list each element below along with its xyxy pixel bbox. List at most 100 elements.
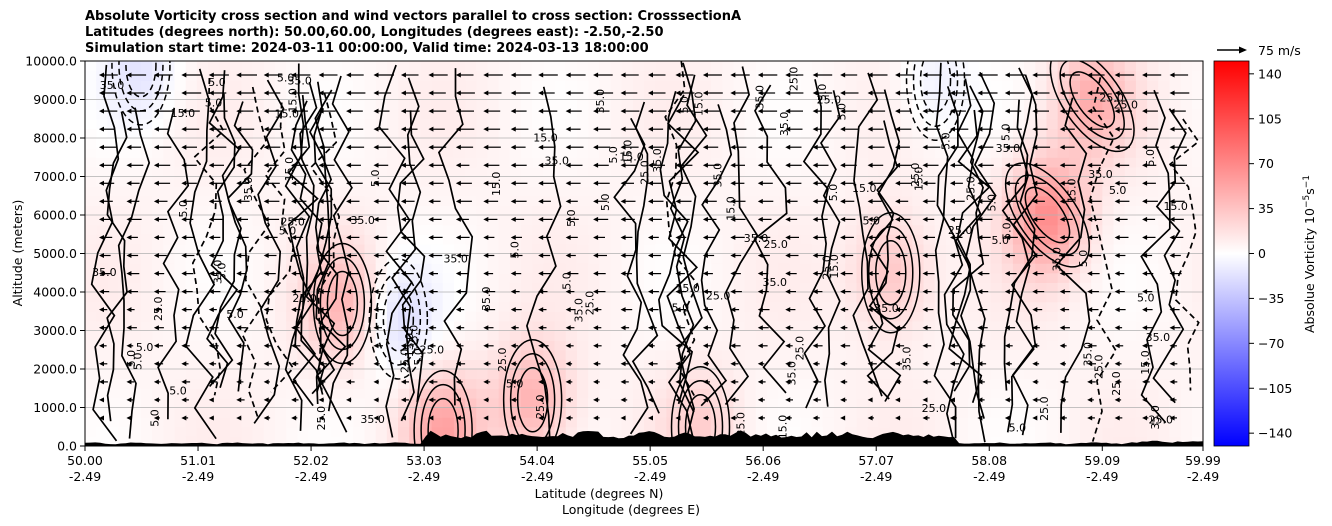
vorticity-cell (688, 99, 701, 110)
vorticity-cell (1147, 138, 1159, 149)
vorticity-cell (845, 128, 858, 139)
wind-arrow-head (538, 271, 544, 277)
vorticity-cell (1147, 243, 1159, 255)
vorticity-cell (420, 118, 433, 129)
vorticity-cell (1135, 99, 1148, 110)
vorticity-cell (275, 205, 287, 216)
vorticity-cell (912, 186, 925, 197)
contour-label: 25.0 (420, 343, 445, 356)
vorticity-cell (957, 80, 969, 91)
vorticity-cell (1057, 186, 1070, 197)
vorticity-cell (968, 99, 980, 110)
vorticity-cell (286, 157, 299, 168)
vorticity-cell (330, 436, 343, 446)
vorticity-cell (655, 70, 667, 81)
vorticity-cell (711, 253, 723, 264)
vorticity-cell (1158, 70, 1171, 81)
vorticity-cell (319, 340, 332, 351)
vorticity-cell (241, 166, 254, 178)
vorticity-cell (386, 186, 399, 197)
vorticity-cell (1046, 215, 1059, 226)
vorticity-cell (152, 80, 164, 91)
vorticity-cell (934, 301, 947, 312)
contour-line (936, 86, 965, 444)
vorticity-cell (420, 330, 433, 341)
vorticity-cell (532, 147, 544, 158)
vorticity-cell (286, 359, 299, 370)
vorticity-cell (230, 436, 243, 446)
wind-arrow-head (291, 271, 297, 277)
vorticity-cell (442, 89, 455, 101)
contour-line (208, 70, 242, 387)
vorticity-cell (599, 89, 612, 101)
vorticity-cell (845, 407, 858, 418)
vorticity-cell (252, 320, 265, 332)
vorticity-cell (632, 243, 645, 255)
vorticity-cell (498, 292, 511, 303)
vorticity-cell (599, 330, 612, 341)
vorticity-cell (945, 243, 958, 255)
vorticity-cell (487, 157, 500, 168)
vorticity-cell (487, 426, 500, 437)
vorticity-cell (912, 224, 925, 235)
vorticity-cell (711, 311, 723, 322)
vorticity-cell (498, 369, 511, 380)
vorticity-cell (1180, 195, 1193, 206)
vorticity-cell (465, 311, 477, 322)
vorticity-cell (174, 417, 187, 428)
vorticity-cell (241, 70, 254, 81)
vorticity-cell (174, 282, 187, 293)
vorticity-cell (1012, 89, 1025, 101)
vorticity-cell (655, 349, 667, 360)
vorticity-cell (163, 118, 176, 129)
vorticity-cell (1158, 301, 1171, 312)
wind-arrow-head (236, 415, 242, 421)
vorticity-cell (990, 311, 1003, 322)
wind-arrow-head (291, 397, 297, 403)
vorticity-cell (621, 369, 634, 380)
wind-arrow-head (263, 253, 269, 258)
wind-arrow-head (455, 90, 461, 96)
vorticity-cell (1091, 426, 1103, 437)
vorticity-cell (442, 272, 455, 283)
contour-label: 15.0 (283, 157, 296, 182)
vorticity-cell (1012, 80, 1025, 91)
vorticity-cell (1001, 128, 1014, 139)
vorticity-cell (1024, 282, 1036, 293)
vorticity-cell (129, 99, 142, 110)
vorticity-cell (979, 253, 992, 264)
vorticity-cell (867, 215, 880, 226)
vorticity-cell (263, 138, 276, 149)
wind-arrow-head (181, 126, 187, 132)
vorticity-cell (364, 157, 377, 168)
vorticity-cell (453, 407, 466, 418)
vorticity-cell (308, 417, 321, 428)
vorticity-cell (152, 205, 164, 216)
vorticity-cell (342, 147, 354, 158)
contour-label: 25.0 (1114, 99, 1139, 112)
vorticity-cell (420, 61, 433, 72)
vorticity-cell (1091, 166, 1103, 178)
vorticity-cell (453, 186, 466, 197)
vorticity-cell (1113, 407, 1126, 418)
vorticity-cell (867, 186, 880, 197)
vorticity-cell (107, 417, 120, 428)
vorticity-cell (442, 205, 455, 216)
vorticity-cell (867, 234, 880, 245)
vorticity-cell (1102, 186, 1115, 197)
vorticity-cell (140, 292, 153, 303)
vorticity-cell (822, 417, 835, 428)
vorticity-cell (487, 89, 500, 101)
vorticity-cell (1057, 118, 1070, 129)
vorticity-cell (1135, 195, 1148, 206)
vorticity-cell (1057, 61, 1070, 72)
vorticity-cell (1001, 407, 1014, 418)
vorticity-cell (1169, 369, 1182, 380)
vorticity-cell (219, 426, 231, 437)
vorticity-cell (163, 147, 176, 158)
vorticity-cell (1113, 157, 1126, 168)
vorticity-cell (521, 243, 533, 255)
vorticity-cell (621, 89, 634, 101)
vorticity-cell (867, 61, 880, 72)
vorticity-cell (375, 70, 388, 81)
